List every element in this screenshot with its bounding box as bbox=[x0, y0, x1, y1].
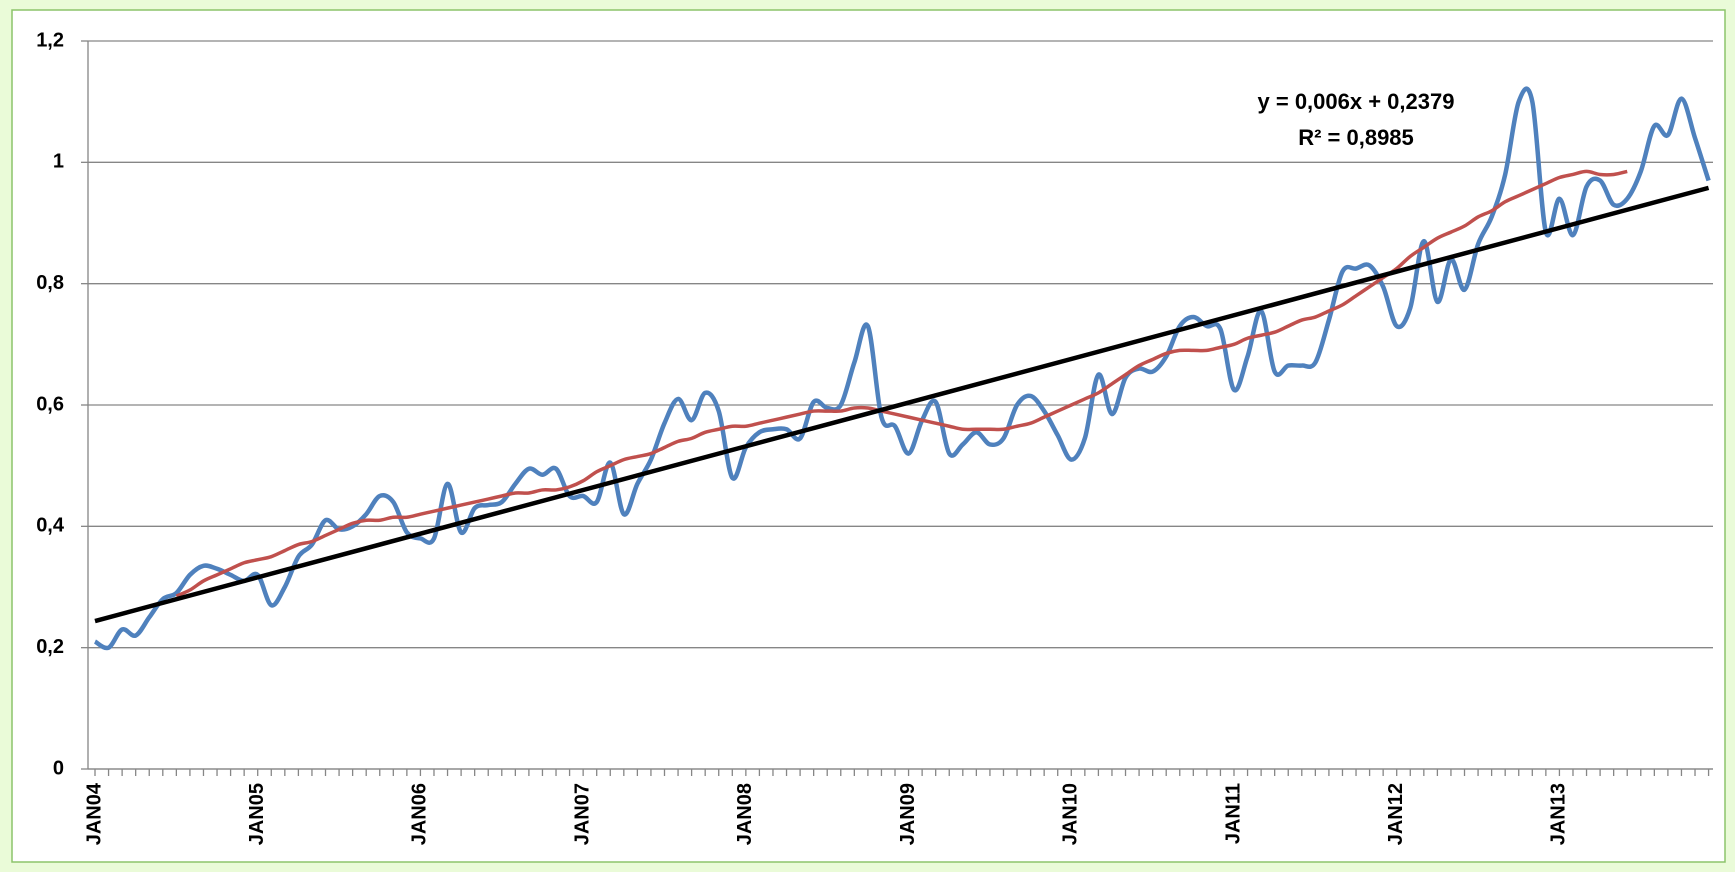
x-tick-label: JAN08 bbox=[734, 783, 756, 845]
y-tick-label: 0,8 bbox=[36, 272, 64, 294]
x-tick-label: JAN09 bbox=[897, 783, 919, 845]
trend-r-squared: R² = 0,8985 bbox=[1298, 125, 1414, 150]
x-tick-label: JAN07 bbox=[571, 783, 593, 845]
trend-equation: y = 0,006x + 0,2379 bbox=[1258, 89, 1455, 114]
y-tick-label: 1,2 bbox=[36, 29, 64, 51]
y-tick-label: 0 bbox=[53, 757, 64, 779]
x-tick-label: JAN11 bbox=[1222, 783, 1244, 844]
x-tick-label: JAN04 bbox=[83, 782, 105, 845]
x-tick-label: JAN10 bbox=[1060, 783, 1082, 845]
y-tick-label: 0,2 bbox=[36, 636, 64, 658]
y-tick-label: 1 bbox=[53, 151, 64, 173]
series-line bbox=[93, 86, 1711, 651]
trendline bbox=[94, 185, 1710, 624]
y-tick-label: 0,6 bbox=[36, 393, 64, 415]
x-tick-label: JAN13 bbox=[1548, 783, 1570, 845]
x-tick-label: JAN05 bbox=[246, 783, 268, 845]
x-tick-label: JAN06 bbox=[409, 783, 431, 845]
y-tick-label: 0,4 bbox=[36, 515, 65, 537]
x-tick-label: JAN12 bbox=[1385, 783, 1407, 845]
chart-area bbox=[11, 9, 1726, 863]
